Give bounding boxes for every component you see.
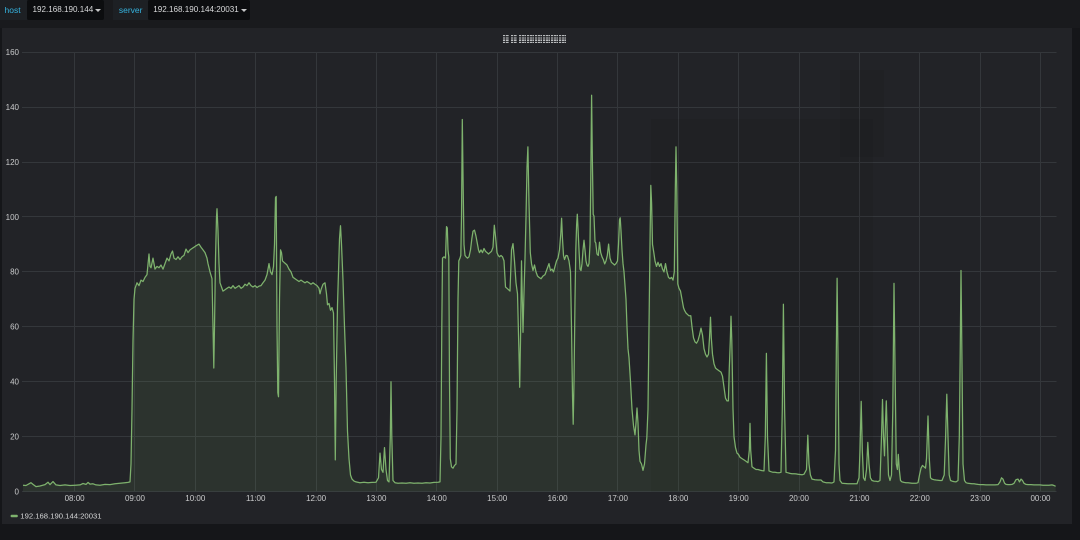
svg-text:18:00: 18:00	[668, 494, 689, 503]
svg-text:60: 60	[10, 323, 19, 332]
svg-text:09:00: 09:00	[125, 494, 146, 503]
svg-text:10:00: 10:00	[185, 494, 206, 503]
svg-text:19:00: 19:00	[729, 494, 750, 503]
svg-text:0: 0	[15, 487, 20, 496]
svg-text:140: 140	[6, 103, 20, 112]
svg-text:13:00: 13:00	[366, 494, 387, 503]
svg-text:15:00: 15:00	[487, 494, 508, 503]
svg-text:20: 20	[10, 433, 19, 442]
svg-text:40: 40	[10, 378, 19, 387]
svg-text:08:00: 08:00	[65, 494, 86, 503]
svg-text:80: 80	[10, 268, 19, 277]
svg-text:14:00: 14:00	[427, 494, 448, 503]
svg-text:16:00: 16:00	[548, 494, 569, 503]
svg-text:120: 120	[6, 158, 20, 167]
svg-text:23:00: 23:00	[970, 494, 991, 503]
svg-text:192.168.190.144:20031: 192.168.190.144:20031	[20, 511, 101, 520]
svg-text:20:00: 20:00	[789, 494, 810, 503]
svg-text:11:00: 11:00	[246, 494, 266, 503]
svg-text:160: 160	[6, 48, 20, 57]
svg-text:17:00: 17:00	[608, 494, 629, 503]
svg-text:21:00: 21:00	[849, 494, 870, 503]
svg-text:12:00: 12:00	[306, 494, 327, 503]
svg-text:00:00: 00:00	[1030, 494, 1051, 503]
svg-text:22:00: 22:00	[910, 494, 931, 503]
svg-text:100: 100	[6, 213, 20, 222]
